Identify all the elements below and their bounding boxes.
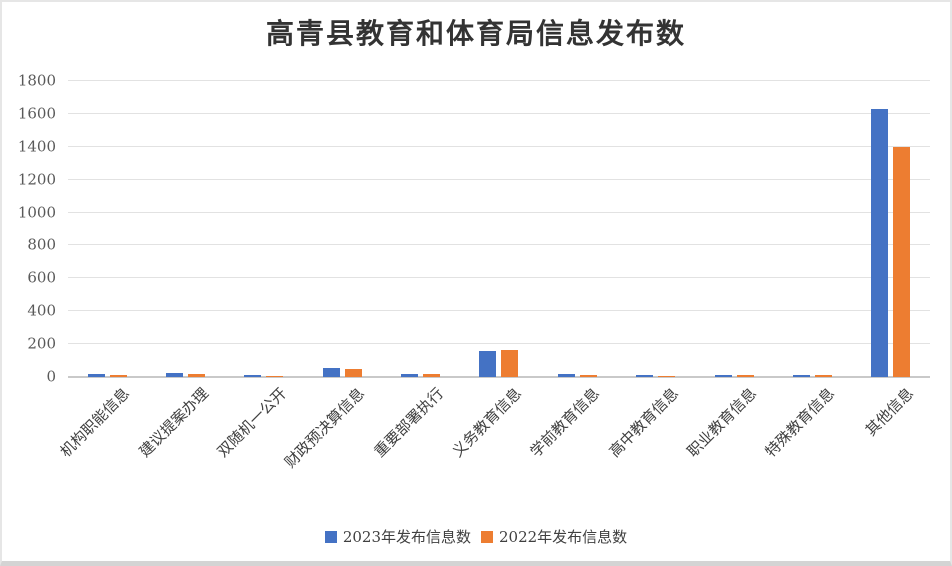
- legend-label: 2022年发布信息数: [499, 528, 628, 546]
- bar-2022年发布信息数-特殊教育信息: [814, 375, 832, 377]
- gridline-400: [68, 310, 930, 312]
- bar-2022年发布信息数-学前教育信息: [579, 375, 597, 377]
- legend-item-2: 2022年发布信息数: [481, 526, 627, 547]
- gridline-800: [68, 244, 930, 246]
- x-category-label-8: 高中教育信息: [605, 384, 682, 461]
- bar-2022年发布信息数-高中教育信息: [658, 375, 676, 377]
- bar-group-11: 其他信息: [852, 81, 930, 439]
- y-tick-label-1000: 1000: [17, 203, 56, 222]
- bar-group-9: 职业教育信息: [684, 81, 773, 461]
- bar-2023年发布信息数-职业教育信息: [714, 374, 732, 377]
- x-category-label-3: 双随机一公开: [213, 384, 290, 461]
- bar-group-1: 机构职能信息: [57, 81, 146, 461]
- bars-row: 机构职能信息 建议提案办理 双随机一公开 财政预决算信息 重要部署执行 义务教育信息 学前教…: [57, 81, 930, 471]
- bar-group-3: 双随机一公开: [214, 81, 303, 461]
- y-tick-label-200: 200: [27, 334, 56, 353]
- y-tick-label-1600: 1600: [17, 104, 56, 123]
- gridline-1600: [68, 112, 930, 114]
- x-axis-line: [68, 376, 930, 378]
- y-tick-label-1400: 1400: [17, 137, 56, 156]
- chart-title: 高青县教育和体育局信息发布数: [265, 17, 686, 50]
- bar-2023年发布信息数-高中教育信息: [636, 374, 654, 377]
- gridline-1400: [68, 145, 930, 147]
- bar-group-6: 义务教育信息: [449, 81, 538, 461]
- gridline-1200: [68, 178, 930, 180]
- x-category-label-4: 财政预决算信息: [281, 384, 369, 472]
- bar-2023年发布信息数-重要部署执行: [401, 373, 419, 377]
- bar-2022年发布信息数-义务教育信息: [501, 350, 519, 377]
- bar-2023年发布信息数-机构职能信息: [87, 373, 105, 377]
- bar-2023年发布信息数-学前教育信息: [557, 373, 575, 377]
- gridline-600: [68, 277, 930, 279]
- x-category-label-1: 机构职能信息: [56, 384, 134, 461]
- legend-item-1: 2023年发布信息数: [324, 526, 471, 547]
- bar-2023年发布信息数-其他信息: [871, 108, 889, 377]
- bar-2022年发布信息数-重要部署执行: [423, 374, 441, 377]
- gridline-1000: [68, 211, 930, 213]
- bar-2022年发布信息数-双随机一公开: [266, 375, 284, 377]
- bar-2023年发布信息数-双随机一公开: [244, 375, 262, 377]
- x-category-label-7: 学前教育信息: [526, 384, 604, 461]
- bar-group-10: 特殊教育信息: [762, 81, 851, 461]
- gridline-1800: [68, 80, 930, 81]
- bar-group-7: 学前教育信息: [527, 81, 616, 461]
- legend-swatch-icon: [324, 530, 337, 543]
- legend: 2023年发布信息数 2022年发布信息数: [2, 526, 950, 547]
- bar-2023年发布信息数-财政预决算信息: [322, 368, 340, 377]
- x-category-label-9: 职业教育信息: [683, 384, 761, 461]
- bar-2022年发布信息数-职业教育信息: [736, 374, 754, 377]
- x-category-label-5: 重要部署执行: [370, 384, 447, 461]
- bar-2022年发布信息数-财政预决算信息: [344, 368, 362, 377]
- y-tick-label-800: 800: [27, 235, 56, 254]
- y-tick-label-1200: 1200: [17, 170, 56, 189]
- legend-swatch-icon: [481, 530, 493, 543]
- bar-2022年发布信息数-其他信息: [893, 146, 911, 377]
- bar-group-4: 财政预决算信息: [281, 81, 381, 471]
- x-category-label-6: 义务教育信息: [448, 384, 526, 461]
- plot-area: 0 200 400 600 800 1000 1200 1400 1600 1800 机构职能信息建…: [18, 73, 930, 471]
- bar-2023年发布信息数-义务教育信息: [479, 350, 497, 377]
- bar-2022年发布信息数-机构职能信息: [109, 375, 127, 377]
- x-category-label-11: 其他信息: [861, 384, 917, 440]
- bar-group-8: 高中教育信息: [605, 81, 695, 461]
- gridline-200: [68, 343, 930, 345]
- bar-group-5: 重要部署执行: [370, 81, 459, 461]
- bar-2023年发布信息数-建议提案办理: [166, 373, 184, 377]
- bar-2022年发布信息数-建议提案办理: [188, 374, 206, 377]
- x-category-label-10: 特殊教育信息: [762, 384, 839, 461]
- y-tick-label-0: 0: [46, 367, 56, 386]
- y-tick-label-400: 400: [27, 301, 56, 320]
- bar-group-2: 建议提案办理: [135, 81, 224, 461]
- y-tick-label-1800: 1800: [17, 71, 56, 90]
- bar-2023年发布信息数-特殊教育信息: [792, 374, 810, 377]
- x-category-label-2: 建议提案办理: [135, 384, 212, 461]
- legend-label: 2023年发布信息数: [342, 528, 471, 546]
- y-tick-label-600: 600: [27, 268, 56, 287]
